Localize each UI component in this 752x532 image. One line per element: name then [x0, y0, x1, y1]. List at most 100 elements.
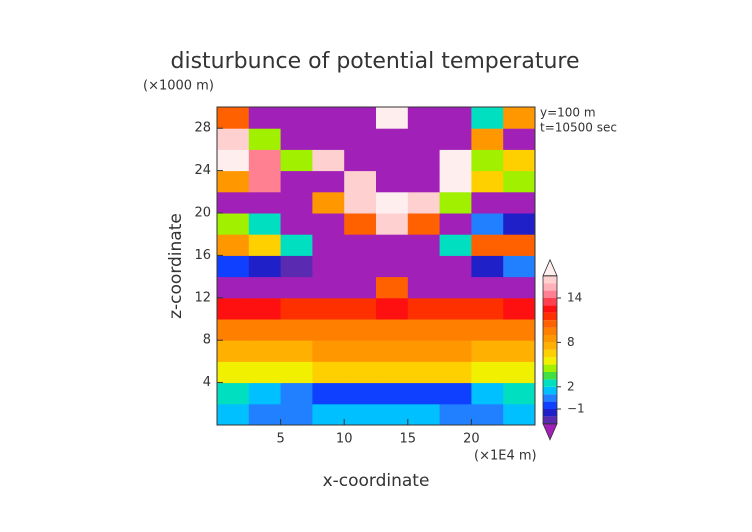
heatmap-cell	[407, 382, 441, 405]
heatmap-cell	[344, 213, 377, 235]
heatmap-cell	[280, 255, 313, 278]
heatmap-cell	[503, 361, 536, 384]
heatmap-cell	[439, 191, 472, 214]
heatmap-cell	[407, 234, 441, 256]
heatmap-cell	[344, 191, 377, 214]
heatmap-cell	[439, 382, 472, 405]
heatmap-cell	[312, 403, 345, 426]
heatmap-cell	[344, 255, 377, 278]
heatmap-cell	[439, 403, 472, 426]
heatmap-cell	[503, 340, 536, 362]
chart-title: disturbunce of potential temperature	[171, 49, 580, 74]
colorbar-segment	[543, 312, 557, 321]
y-tick-label: 20	[194, 206, 211, 221]
colorbar-segment	[543, 305, 557, 313]
heatmap-cell	[376, 170, 409, 193]
colorbar-segment	[543, 298, 557, 306]
heatmap-cell	[439, 319, 472, 341]
colorbar-segment	[543, 349, 557, 358]
heatmap-cell	[503, 276, 536, 299]
heatmap-cell	[471, 361, 504, 384]
heatmap-cell	[471, 128, 504, 150]
heatmap-cell	[217, 276, 250, 299]
heatmap-cell	[503, 213, 536, 235]
heatmap-cell	[312, 191, 345, 214]
heatmap-cell	[503, 128, 536, 150]
heatmap-cell	[376, 319, 409, 341]
colorbar-frame	[542, 275, 558, 425]
heatmap-cell	[503, 149, 536, 172]
colorbar-tick-label: 8	[567, 335, 575, 349]
heatmap-cell	[407, 403, 441, 426]
heatmap-cell	[312, 361, 345, 384]
heatmap-cell	[280, 340, 313, 362]
heatmap-cell	[217, 319, 250, 341]
heatmap-cell	[407, 149, 441, 172]
heatmap-cell	[376, 297, 409, 320]
heatmap-cell	[312, 128, 345, 150]
heatmap-cell	[407, 297, 441, 320]
y-tick-label: 4	[203, 375, 211, 390]
heatmap-cell	[280, 107, 313, 129]
heatmap-cell	[312, 149, 345, 172]
heatmap-cell	[471, 149, 504, 172]
heatmap-cell	[248, 191, 282, 214]
y-tick-label: 8	[203, 333, 211, 348]
heatmap-cell	[439, 340, 472, 362]
heatmap-cell	[344, 297, 377, 320]
colorbar-tick-label: 14	[567, 291, 582, 305]
heatmap-cell	[503, 403, 536, 426]
heatmap-cell	[503, 297, 536, 320]
heatmap-cell	[248, 361, 282, 384]
heatmap-cell	[248, 340, 282, 362]
heatmap-cell	[248, 255, 282, 278]
colorbar-segment	[543, 416, 557, 424]
heatmap-cell	[312, 340, 345, 362]
heatmap-cell	[312, 297, 345, 320]
heatmap-cell	[471, 340, 504, 362]
colorbar-segment	[543, 283, 557, 291]
heatmap-cell	[280, 170, 313, 193]
heatmap-cell	[376, 191, 409, 214]
heatmap-cell	[376, 403, 409, 426]
heatmap-cell	[312, 255, 345, 278]
heatmap-cell	[407, 107, 441, 129]
y-tick-label: 28	[194, 121, 211, 136]
heatmap-cell	[344, 403, 377, 426]
colorbar-segment	[543, 342, 557, 350]
x-tick-label: 20	[463, 432, 480, 447]
heatmap-cell	[217, 191, 250, 214]
heatmap-cell	[439, 170, 472, 193]
heatmap-cell	[248, 403, 282, 426]
heatmap-cell	[503, 170, 536, 193]
colorbar-under	[542, 423, 558, 441]
heatmap-cell	[217, 361, 250, 384]
annotation: t=10500 sec	[540, 121, 617, 135]
heatmap-cell	[248, 149, 282, 172]
heatmap-cell	[471, 191, 504, 214]
heatmap-cell	[439, 255, 472, 278]
heatmap-cell	[439, 107, 472, 129]
y-tick-label: 16	[194, 248, 211, 263]
heatmap-cell	[471, 107, 504, 129]
heatmap-cell	[439, 297, 472, 320]
colorbar-segment	[543, 372, 557, 380]
heatmap-cell	[344, 319, 377, 341]
colorbar-segment	[543, 275, 557, 284]
heatmap-cell	[344, 361, 377, 384]
heatmap-cell	[217, 297, 250, 320]
heatmap-cell	[280, 361, 313, 384]
heatmap-cell	[217, 128, 250, 150]
colorbar-segment	[543, 364, 557, 372]
heatmap-cell	[217, 255, 250, 278]
heatmap-cell	[217, 234, 250, 256]
heatmap-cell	[376, 361, 409, 384]
heatmap-cell	[280, 191, 313, 214]
heatmap-cell	[439, 213, 472, 235]
colorbar-tick-label: −1	[567, 402, 585, 416]
colorbar-over	[542, 258, 558, 277]
heatmap-cell	[439, 149, 472, 172]
heatmap-cell	[471, 255, 504, 278]
heatmap-cell	[217, 213, 250, 235]
